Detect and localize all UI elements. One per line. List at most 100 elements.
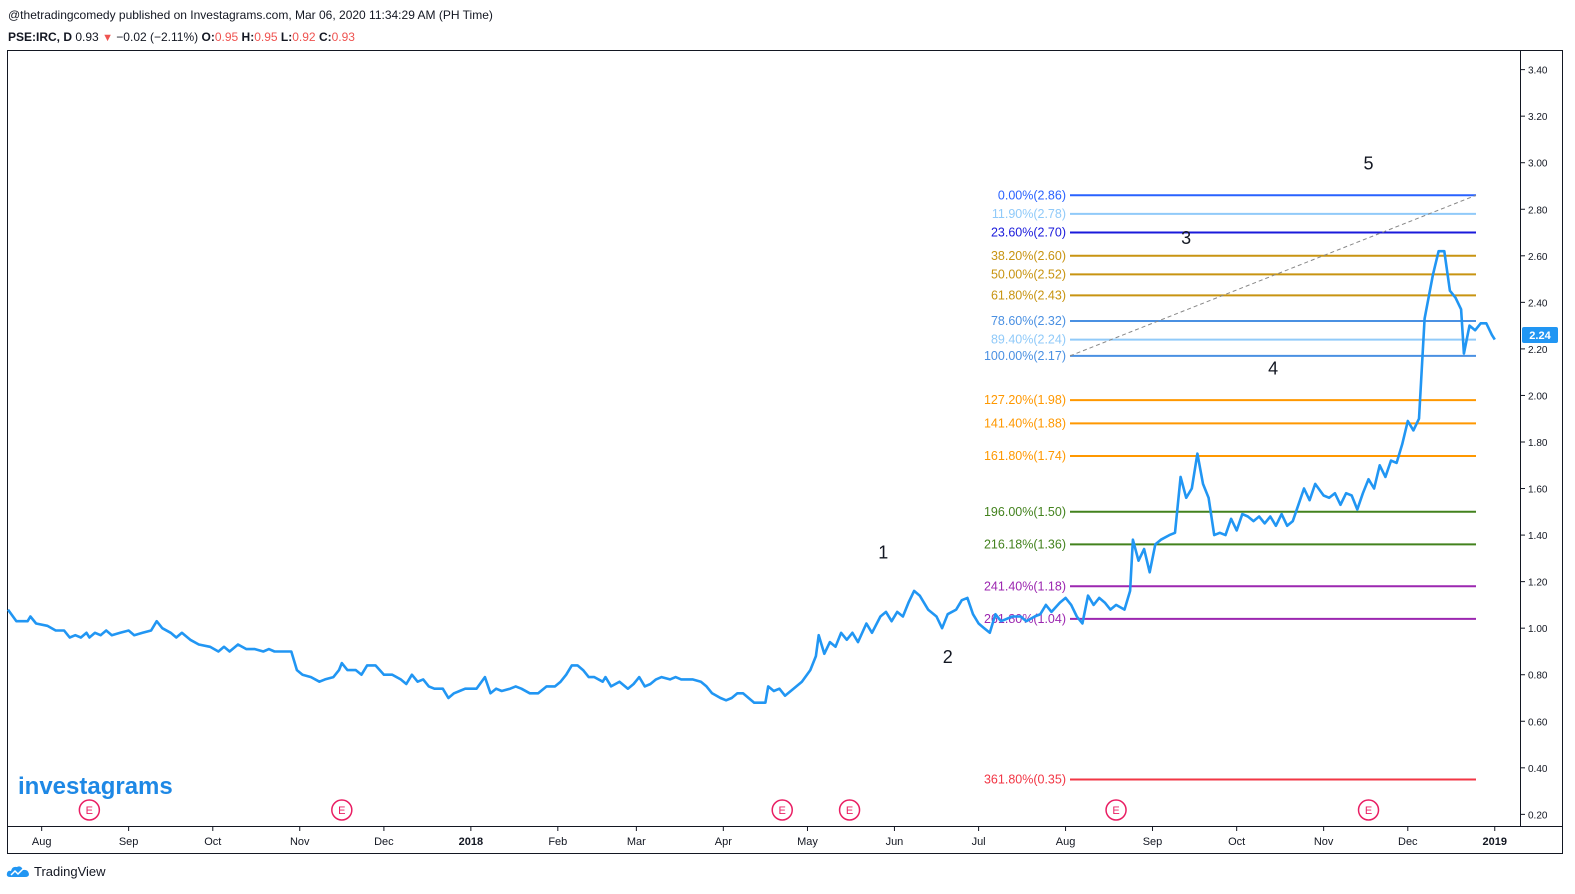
fib-level-label: 127.20%(1.98) — [984, 393, 1066, 407]
tradingview-brand[interactable]: TradingView — [6, 864, 106, 879]
earnings-letter: E — [338, 805, 345, 817]
earnings-icon — [1105, 799, 1127, 821]
publisher-line: @thetradingcomedy published on Investagr… — [8, 8, 493, 22]
x-tick-label: Dec — [1398, 836, 1418, 848]
fib-level-label: 38.20%(2.60) — [991, 249, 1066, 263]
x-tick-label: Sep — [1143, 836, 1163, 848]
symbol-ohlc-bar: PSE:IRC, D 0.93 ▼ −0.02 (−2.11%) O:0.95 … — [8, 30, 355, 44]
open-value: 0.95 — [214, 30, 239, 44]
x-tick-label: Mar — [627, 836, 646, 848]
y-tick-label: 0.20 — [1528, 810, 1548, 821]
x-tick-label: Nov — [290, 836, 310, 848]
tradingview-cloud-icon — [6, 865, 30, 877]
x-tick-label: Oct — [204, 836, 221, 848]
earnings-letter: E — [1365, 805, 1372, 817]
fib-level-label: 161.80%(1.74) — [984, 449, 1066, 463]
high-value: 0.95 — [254, 30, 278, 44]
y-tick-label: 1.20 — [1528, 578, 1548, 589]
wave-label-4: 4 — [1268, 358, 1278, 378]
x-tick-label: Aug — [32, 836, 52, 848]
y-tick-label: 2.00 — [1528, 391, 1548, 402]
x-tick-label: Oct — [1228, 836, 1245, 848]
y-tick-label: 1.00 — [1528, 624, 1548, 635]
earnings-marker[interactable]: E — [78, 799, 101, 821]
y-tick-label: 3.00 — [1528, 159, 1548, 170]
fib-level-label: 100.00%(2.17) — [984, 349, 1066, 363]
y-tick-label: 0.60 — [1528, 717, 1548, 728]
price-change: −0.02 (−2.11%) — [116, 30, 199, 44]
x-tick-label: Nov — [1314, 836, 1334, 848]
fib-level-label: 141.40%(1.88) — [984, 416, 1066, 430]
x-tick-label: May — [797, 836, 818, 848]
fib-level-label: 216.18%(1.36) — [984, 537, 1066, 551]
y-tick-label: 2.60 — [1528, 252, 1548, 263]
x-tick-label: Jul — [972, 836, 986, 848]
close-label: C: — [318, 30, 332, 44]
y-tick-label: 3.40 — [1528, 66, 1548, 77]
fib-level-label: 361.80%(0.35) — [984, 772, 1066, 786]
earnings-icon — [78, 799, 101, 821]
y-tick-label: 2.20 — [1528, 345, 1548, 356]
x-tick-label: 2019 — [1483, 836, 1507, 848]
earnings-icon — [771, 799, 793, 821]
fib-level-label: 0.00%(2.86) — [998, 188, 1066, 202]
fib-level-label: 241.40%(1.18) — [984, 579, 1066, 593]
elliott-wave-labels: 1 2 3 4 5 — [878, 154, 1373, 667]
wave-label-1: 1 — [878, 542, 888, 562]
fib-trend-line[interactable] — [1069, 194, 1477, 357]
y-tick-label: 1.40 — [1528, 531, 1548, 542]
earnings-marker[interactable]: E — [331, 799, 353, 821]
y-tick-label: 1.60 — [1528, 485, 1548, 496]
close-value: 0.93 — [331, 30, 355, 44]
earnings-icon — [1357, 799, 1380, 821]
earnings-icon — [331, 799, 353, 821]
fibonacci-extension[interactable]: 0.00%(2.86) 11.90%(2.78) 23.60%(2.70) 38.20… — [984, 188, 1476, 786]
y-tick-label: 1.80 — [1528, 438, 1548, 449]
y-tick-label: 3.20 — [1528, 112, 1548, 123]
earnings-letter: E — [86, 805, 93, 817]
earnings-icon — [838, 799, 861, 821]
y-axis: 3.40 3.20 3.00 2.80 2.60 2.40 2.20 2.00 1.80 1.60… — [1520, 66, 1548, 821]
earnings-marker[interactable]: E — [1105, 799, 1127, 821]
x-tick-label: 2018 — [459, 836, 483, 848]
investagrams-watermark: investagrams — [18, 773, 173, 800]
x-tick-label: Sep — [119, 836, 139, 848]
tradingview-label: TradingView — [34, 864, 106, 879]
fib-level-label: 50.00%(2.52) — [991, 267, 1066, 281]
plot-frame — [7, 50, 1521, 827]
fib-level-label: 78.60%(2.32) — [991, 314, 1066, 328]
time-axis-frame[interactable] — [7, 826, 1563, 854]
high-label: H: — [241, 30, 255, 44]
triangle-down-icon: ▼ — [102, 32, 113, 44]
wave-label-5: 5 — [1364, 154, 1374, 174]
low-label: L: — [280, 30, 293, 44]
earnings-marker[interactable]: E — [838, 799, 861, 821]
y-tick-label: 2.40 — [1528, 298, 1548, 309]
current-price-label: 2.24 — [1529, 330, 1551, 342]
earnings-letter: E — [1112, 805, 1119, 817]
symbol-label[interactable]: PSE:IRC, D — [8, 30, 73, 44]
fib-level-label: 11.90%(2.78) — [992, 207, 1066, 221]
low-value: 0.92 — [292, 30, 316, 44]
price-series-line — [6, 249, 1496, 704]
earnings-marker[interactable]: E — [1357, 799, 1380, 821]
earnings-letter: E — [779, 805, 786, 817]
wave-label-3: 3 — [1181, 228, 1191, 248]
current-price-tag: 2.24 — [1522, 327, 1558, 343]
open-label: O: — [201, 30, 215, 44]
x-tick-label: Feb — [548, 836, 567, 848]
earnings-marker[interactable]: E — [771, 799, 793, 821]
x-tick-label: Dec — [374, 836, 394, 848]
fib-level-label: 89.40%(2.24) — [991, 333, 1066, 347]
y-tick-label: 0.40 — [1528, 764, 1548, 775]
fib-level-label: 196.00%(1.50) — [984, 505, 1066, 519]
y-tick-label: 2.80 — [1528, 205, 1548, 216]
fib-level-label: 23.60%(2.70) — [991, 226, 1066, 240]
x-tick-label: Aug — [1056, 836, 1076, 848]
wave-label-2: 2 — [943, 647, 953, 667]
y-tick-label: 0.80 — [1528, 671, 1548, 682]
last-price: 0.93 — [75, 30, 99, 44]
x-tick-label: Apr — [715, 836, 732, 848]
